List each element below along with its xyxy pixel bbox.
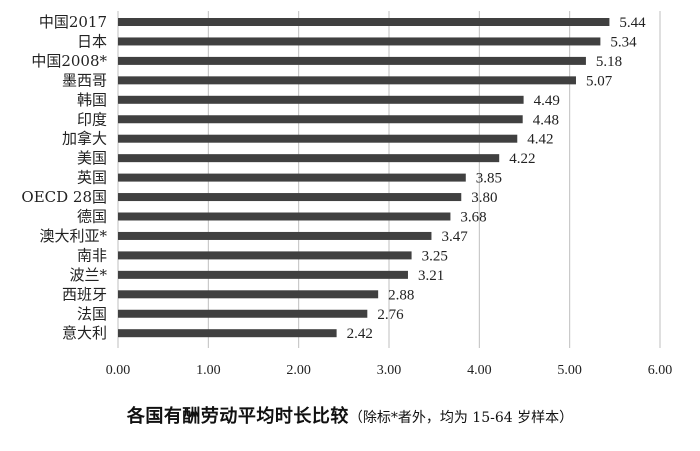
category-label: 中国2017: [39, 13, 107, 31]
category-label: 波兰*: [69, 266, 107, 284]
bar: [118, 270, 408, 279]
bar: [118, 37, 601, 46]
data-label: 3.80: [471, 190, 497, 206]
data-label: 3.68: [460, 210, 486, 226]
bar: [118, 193, 462, 202]
bar: [118, 309, 368, 318]
bar: [118, 329, 337, 338]
x-tick-label: 4.00: [467, 363, 492, 378]
bar: [118, 18, 610, 26]
data-label: 2.42: [347, 326, 373, 342]
data-label: 3.47: [441, 229, 468, 245]
category-label: 美国: [77, 149, 107, 167]
category-label: 印度: [77, 110, 107, 128]
category-label: 加拿大: [62, 130, 107, 148]
x-tick-label: 0.00: [106, 363, 131, 378]
data-label: 5.07: [586, 73, 613, 89]
x-tick-label: 3.00: [377, 363, 402, 378]
x-axis-tick-labels: 0.00 1.00 2.00 3.00 4.00 5.00 6.00: [106, 363, 673, 378]
category-label: 日本: [77, 32, 107, 50]
data-label: 4.42: [527, 132, 553, 148]
bar: [118, 134, 518, 143]
data-label: 3.21: [418, 268, 444, 284]
data-label: 5.18: [596, 54, 622, 70]
x-tick-label: 5.00: [557, 363, 582, 378]
category-label: 中国2008*: [31, 52, 107, 70]
bar: [118, 231, 432, 240]
category-label: 澳大利亚*: [39, 227, 107, 245]
bar: [118, 290, 379, 299]
category-label: 韩国: [77, 91, 107, 109]
category-label: 墨西哥: [62, 71, 107, 89]
data-label: 5.34: [610, 34, 637, 50]
x-tick-label: 6.00: [648, 363, 673, 378]
category-label: 英国: [77, 169, 107, 187]
data-label: 3.25: [422, 248, 448, 264]
bar: [118, 154, 500, 163]
bar: [118, 173, 466, 182]
data-label: 2.76: [377, 307, 404, 323]
bar: [118, 76, 576, 85]
bar: [118, 95, 524, 104]
caption-title: 各国有酬劳动平均时长比较: [126, 406, 349, 427]
category-label: 法国: [77, 305, 107, 323]
category-label: 西班牙: [62, 285, 107, 303]
data-label: 4.22: [509, 151, 535, 167]
caption-note: （除标*者外，均为 15-64 岁样本）: [348, 410, 574, 426]
x-tick-label: 1.00: [196, 363, 221, 378]
category-label: 南非: [77, 246, 107, 264]
bars: [118, 18, 610, 338]
data-labels: 5.44 5.34 5.18 5.07 4.49 4.48 4.42 4.22 3.85 3.80…: [347, 15, 647, 342]
data-label: 4.48: [533, 112, 559, 128]
bar: [118, 212, 451, 221]
x-tick-label: 2.00: [286, 363, 311, 378]
data-label: 3.85: [476, 171, 502, 187]
chart-caption: 各国有酬劳动平均时长比较（除标*者外，均为 15-64 岁样本）: [0, 402, 700, 428]
data-label: 5.44: [619, 15, 646, 31]
category-label: 德国: [77, 208, 107, 226]
data-label: 4.49: [534, 93, 560, 109]
data-label: 2.88: [388, 287, 414, 303]
category-label: OECD 28国: [21, 188, 107, 206]
bar: [118, 251, 412, 260]
category-label: 意大利: [62, 324, 107, 342]
bar: [118, 56, 586, 65]
bar: [118, 115, 523, 124]
